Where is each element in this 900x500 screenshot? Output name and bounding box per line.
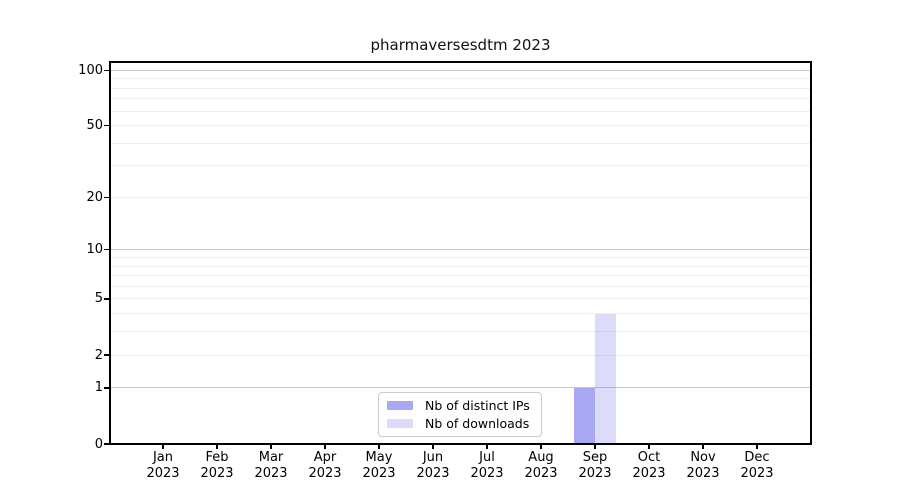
y-tick-mark xyxy=(103,354,110,356)
gridline-minor xyxy=(110,110,811,112)
x-tick-label: Nov 2023 xyxy=(686,450,720,481)
gridline-minor xyxy=(110,78,811,80)
gridline-major xyxy=(110,69,811,71)
legend-item-distinct-ips: Nb of distinct IPs xyxy=(387,398,533,413)
legend-label-downloads: Nb of downloads xyxy=(425,415,530,431)
x-tick-label: Mar 2023 xyxy=(254,450,288,481)
gridline-major xyxy=(110,249,811,251)
axis-spine-top xyxy=(109,61,812,63)
y-tick-label: 10 xyxy=(86,242,103,258)
y-tick-mark xyxy=(103,443,110,445)
y-tick-mark xyxy=(103,298,110,300)
gridline-minor xyxy=(110,331,811,333)
gridline-minor xyxy=(110,98,811,100)
y-tick-label: 2 xyxy=(94,347,103,363)
y-tick-mark xyxy=(103,69,110,71)
gridline-minor xyxy=(110,165,811,167)
bar-nb-of-downloads xyxy=(595,313,616,444)
legend: Nb of distinct IPs Nb of downloads xyxy=(378,392,542,437)
y-tick-mark xyxy=(103,196,110,199)
x-tick-label: Feb 2023 xyxy=(200,450,234,481)
x-tick-mark xyxy=(216,444,218,449)
x-tick-mark xyxy=(594,444,596,449)
x-tick-label: Jan 2023 xyxy=(146,450,180,481)
gridline-minor xyxy=(110,275,811,277)
gridline-minor xyxy=(110,125,811,127)
y-tick-label: 0 xyxy=(94,436,103,452)
x-tick-mark xyxy=(378,444,380,449)
axis-spine-bottom xyxy=(109,443,812,445)
x-tick-mark xyxy=(702,444,704,449)
gridline-minor xyxy=(110,265,811,267)
x-tick-label: Jun 2023 xyxy=(416,450,450,481)
x-tick-mark xyxy=(270,444,272,449)
legend-label-distinct-ips: Nb of distinct IPs xyxy=(425,398,530,414)
legend-item-downloads: Nb of downloads xyxy=(387,416,533,431)
plot-area: Nb of distinct IPs Nb of downloads 0 1 2 5 1… xyxy=(78,61,812,481)
y-tick-label: 50 xyxy=(86,118,103,134)
x-tick-mark xyxy=(540,444,542,449)
x-tick-mark xyxy=(162,444,164,449)
y-tick-label: 1 xyxy=(94,380,103,396)
x-tick-mark xyxy=(324,444,326,449)
gridline-minor xyxy=(110,142,811,144)
y-tick-mark xyxy=(103,124,110,127)
axis-spine-right xyxy=(810,61,812,445)
legend-swatch-distinct-ips xyxy=(387,401,413,411)
gridline-minor xyxy=(110,313,811,315)
legend-swatch-downloads xyxy=(387,418,413,428)
x-tick-label: May 2023 xyxy=(362,450,396,481)
x-tick-label: Jul 2023 xyxy=(470,450,504,481)
gridline-minor xyxy=(110,285,811,287)
x-tick-label: Aug 2023 xyxy=(524,450,558,481)
y-tick-label: 100 xyxy=(78,62,103,78)
y-tick-mark xyxy=(103,387,110,389)
y-tick-mark xyxy=(103,249,110,251)
x-tick-label: Dec 2023 xyxy=(740,450,774,481)
gridline-minor xyxy=(110,298,811,300)
gridline-major xyxy=(110,387,811,389)
x-tick-mark xyxy=(432,444,434,449)
x-tick-mark xyxy=(648,444,650,449)
gridline-minor xyxy=(110,196,811,198)
chart-title: pharmaversesdtm 2023 xyxy=(370,36,551,54)
x-tick-mark xyxy=(756,444,758,449)
x-tick-label: Sep 2023 xyxy=(578,450,612,481)
x-tick-label: Oct 2023 xyxy=(632,450,666,481)
axis-spine-left xyxy=(109,61,111,445)
y-tick-label: 20 xyxy=(86,189,103,205)
bar-nb-of-distinct-ips xyxy=(574,387,595,444)
y-tick-label: 5 xyxy=(94,291,103,307)
x-tick-label: Apr 2023 xyxy=(308,450,342,481)
gridline-minor xyxy=(110,354,811,356)
x-tick-mark xyxy=(486,444,488,449)
gridline-minor xyxy=(110,256,811,258)
gridline-minor xyxy=(110,87,811,89)
